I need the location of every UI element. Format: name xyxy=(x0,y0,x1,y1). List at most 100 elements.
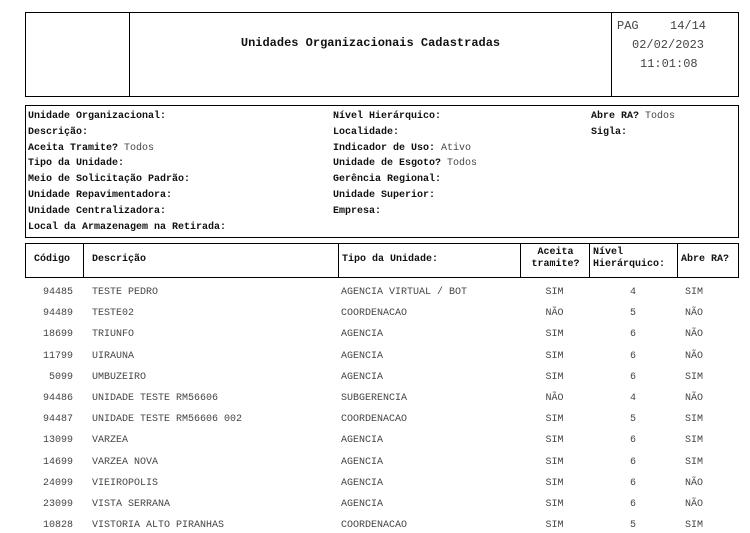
table-cell: COORDENACAO xyxy=(341,308,408,320)
filter-item: Localidade: xyxy=(333,127,399,138)
filter-label: Unidade de Esgoto? xyxy=(333,158,442,170)
table-cell: AGENCIA xyxy=(341,456,384,468)
filter-label: Unidade Superior: xyxy=(333,190,436,201)
table-cell: SIM xyxy=(685,456,704,468)
column-header: Nível Hierárquico: xyxy=(593,247,666,270)
table-cell: SIM xyxy=(545,329,564,341)
filter-label: Unidade Centralizadora: xyxy=(28,205,167,217)
table-cell: SIM xyxy=(545,456,564,468)
filter-label: Meio de Solicitação Padrão: xyxy=(28,174,191,186)
table-cell: AGENCIA xyxy=(341,329,384,341)
table-cell: 94485 xyxy=(42,287,73,298)
table-cell: COORDENACAO xyxy=(341,414,408,426)
filter-item: Meio de Solicitação Padrão: xyxy=(28,174,190,185)
table-cell: 13099 xyxy=(42,435,73,447)
filter-value: Todos xyxy=(124,142,155,154)
page-number: 14/14 xyxy=(670,19,707,33)
filter-label: Descrição: xyxy=(28,126,89,138)
table-cell: NÃO xyxy=(545,308,564,320)
divider xyxy=(338,243,339,278)
column-header: Aceita tramite? xyxy=(531,247,580,270)
filter-item: Local da Armazenagem na Retirada: xyxy=(28,222,226,233)
table-cell: TESTE02 xyxy=(92,308,135,320)
filter-label: Sigla: xyxy=(591,126,628,138)
table-cell: AGENCIA xyxy=(341,499,384,510)
table-cell: SIM xyxy=(545,350,564,362)
table-cell: AGENCIA VIRTUAL / BOT xyxy=(341,287,468,298)
divider xyxy=(520,243,521,278)
table-cell: SIM xyxy=(545,499,564,510)
time: 11:01:08 xyxy=(640,57,698,71)
filter-item: Unidade de Esgoto? Todos xyxy=(333,158,477,169)
filter-item: Sigla: xyxy=(591,127,627,138)
date: 02/02/2023 xyxy=(632,38,705,52)
table-cell: 94489 xyxy=(42,308,73,320)
table-cell: 5099 xyxy=(48,371,73,383)
table-header: Código Descrição Tipo da Unidade: Aceita tr… xyxy=(25,243,739,278)
table-cell: UNIDADE TESTE RM56606 xyxy=(92,393,219,404)
table-cell: 14699 xyxy=(42,456,73,468)
filter-label: Indicador de Uso: xyxy=(333,142,436,154)
filter-value: Todos xyxy=(447,158,478,170)
table-cell: VIEIROPOLIS xyxy=(92,477,159,489)
table-cell: 11799 xyxy=(42,350,73,362)
table-cell: 6 xyxy=(629,371,636,383)
table-cell: SIM xyxy=(685,520,704,532)
filter-label: Gerência Regional: xyxy=(333,174,442,186)
table-cell: 6 xyxy=(629,477,636,489)
table-cell: 5 xyxy=(629,414,636,426)
filter-label: Unidade Repavimentadora: xyxy=(28,190,173,201)
divider xyxy=(611,12,612,97)
table-cell: SUBGERENCIA xyxy=(341,393,408,404)
table-cell: NÃO xyxy=(685,308,704,320)
filter-item: Indicador de Uso: Ativo xyxy=(333,143,471,154)
report-title: Unidades Organizacionais Cadastradas xyxy=(240,36,501,50)
table-cell: SIM xyxy=(545,371,564,383)
table-cell: 18699 xyxy=(42,329,73,341)
page-label: PAG xyxy=(617,19,639,33)
table-cell: SIM xyxy=(545,477,564,489)
filter-item: Unidade Repavimentadora: xyxy=(28,190,172,201)
table-cell: SIM xyxy=(545,520,564,532)
table-cell: 6 xyxy=(629,350,636,362)
table-cell: NÃO xyxy=(685,329,704,341)
divider xyxy=(83,243,84,278)
filter-item: Unidade Superior: xyxy=(333,190,435,201)
filter-label: Tipo da Unidade: xyxy=(28,158,125,170)
table-cell: NÃO xyxy=(545,393,564,404)
table-cell: VARZEA NOVA xyxy=(92,456,159,468)
table-cell: AGENCIA xyxy=(341,350,384,362)
filter-item: Empresa: xyxy=(333,206,381,217)
divider xyxy=(677,243,678,278)
filter-value: Todos xyxy=(645,111,676,122)
filter-item: Unidade Organizacional: xyxy=(28,111,166,122)
table-cell: 10828 xyxy=(42,520,73,532)
table-cell: SIM xyxy=(545,287,564,298)
table-cell: SIM xyxy=(545,414,564,426)
table-cell: NÃO xyxy=(685,499,704,510)
table-cell: SIM xyxy=(685,435,704,447)
table-cell: 94487 xyxy=(42,414,73,426)
table-cell: UIRAUNA xyxy=(92,350,135,362)
table-cell: 6 xyxy=(629,435,636,447)
table-cell: 6 xyxy=(629,499,636,510)
table-cell: 6 xyxy=(629,456,636,468)
filter-label: Abre RA? xyxy=(591,111,640,122)
column-header: Abre RA? xyxy=(681,254,730,265)
table-cell: SIM xyxy=(685,371,704,383)
filter-item: Nível Hierárquico: xyxy=(333,111,441,122)
filter-item: Tipo da Unidade: xyxy=(28,158,124,169)
divider xyxy=(589,243,590,278)
table-cell: UNIDADE TESTE RM56606 002 xyxy=(92,414,243,426)
table-cell: AGENCIA xyxy=(341,435,384,447)
table-cell: VISTORIA ALTO PIRANHAS xyxy=(92,520,225,532)
table-cell: 4 xyxy=(629,287,636,298)
divider xyxy=(129,12,130,97)
table-cell: UMBUZEIRO xyxy=(92,371,147,383)
filter-label: Localidade: xyxy=(333,126,400,138)
table-cell: 23099 xyxy=(42,499,73,510)
table-cell: TESTE PEDRO xyxy=(92,287,159,298)
table-cell: 24099 xyxy=(42,477,73,489)
filter-box: Unidade Organizacional: Descrição: Aceita … xyxy=(25,105,739,238)
filter-label: Local da Armazenagem na Retirada: xyxy=(28,221,227,233)
